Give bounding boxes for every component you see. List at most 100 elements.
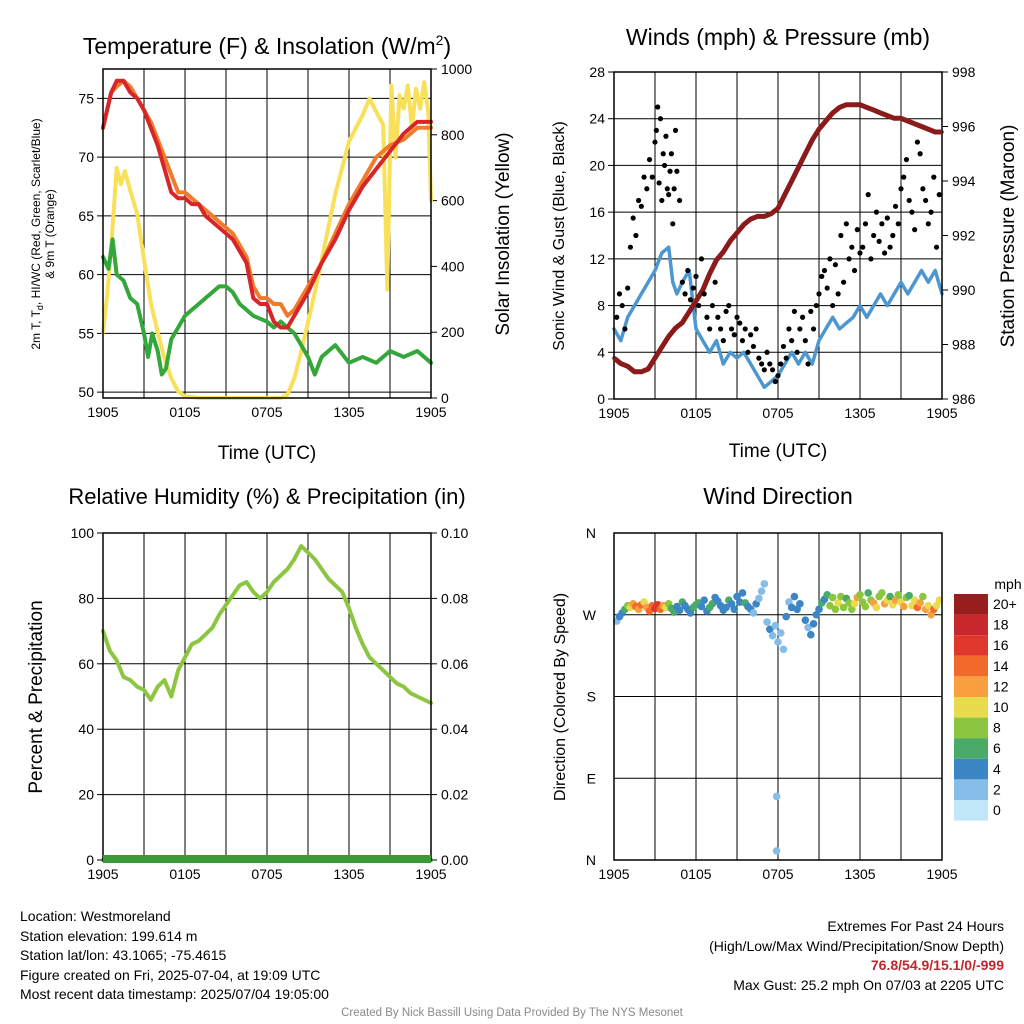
gust-point bbox=[912, 227, 918, 233]
y-tick-label: 40 bbox=[78, 721, 94, 737]
y-axis-label: 2m T, Td, HI/WC (Red, Green, Scarlet/Blu… bbox=[29, 118, 45, 349]
plot-frame bbox=[613, 71, 943, 400]
gust-point bbox=[819, 273, 825, 279]
x-axis-label: Time (UTC) bbox=[729, 441, 828, 462]
y2-tick-label: 800 bbox=[441, 127, 465, 143]
y-axis-label: Direction (Colored By Speed) bbox=[552, 593, 569, 801]
direction-point bbox=[738, 589, 747, 597]
direction-point bbox=[772, 792, 781, 801]
y-tick-label: 28 bbox=[589, 64, 605, 80]
gust-point bbox=[923, 197, 929, 204]
gust-point bbox=[659, 197, 665, 204]
direction-point bbox=[790, 592, 799, 601]
gust-point bbox=[737, 320, 743, 326]
gust-point bbox=[644, 186, 650, 192]
y-tick-label: 70 bbox=[78, 149, 94, 165]
legend-swatch bbox=[954, 800, 988, 821]
y2-tick-label: 0.10 bbox=[441, 525, 468, 541]
legend-swatch bbox=[954, 697, 988, 718]
y-axis-label-2: & 9m T (Orange) bbox=[43, 189, 57, 279]
gust-point bbox=[791, 308, 798, 315]
chart-title-wind: Winds (mph) & Pressure (mb) bbox=[626, 24, 930, 50]
gust-point bbox=[638, 203, 644, 209]
y2-axis-label: Solar Insolation (Yellow) bbox=[493, 132, 514, 335]
direction-point bbox=[924, 601, 933, 610]
direction-point bbox=[809, 620, 818, 628]
gust-point bbox=[882, 250, 888, 256]
x-tick-label: 1905 bbox=[598, 866, 629, 882]
y2-tick-label: 0.04 bbox=[441, 721, 468, 737]
direction-point bbox=[755, 594, 763, 603]
y-tick-label: 24 bbox=[589, 111, 605, 127]
gust-point bbox=[843, 221, 849, 227]
gust-point bbox=[616, 291, 623, 297]
gust-point bbox=[805, 361, 811, 367]
direction-point bbox=[697, 602, 706, 611]
direction-point bbox=[826, 601, 834, 610]
gust-point bbox=[682, 291, 688, 297]
gust-point bbox=[876, 238, 882, 244]
legend-swatch bbox=[954, 779, 988, 800]
y-tick-label: 65 bbox=[78, 208, 94, 224]
gust-point bbox=[655, 104, 661, 110]
legend-label: 10 bbox=[993, 699, 1009, 715]
gust-point bbox=[936, 192, 942, 198]
gust-point bbox=[685, 267, 691, 274]
gust-point bbox=[857, 250, 863, 256]
gust-point bbox=[871, 232, 877, 239]
gust-point bbox=[824, 285, 830, 291]
gust-point bbox=[750, 343, 757, 350]
credit-text: Created By Nick Bassill Using Data Provi… bbox=[341, 1007, 683, 1019]
gust-point bbox=[704, 314, 710, 320]
gust-point bbox=[887, 244, 893, 250]
direction-point bbox=[760, 580, 769, 588]
x-tick-label: 0105 bbox=[169, 404, 200, 420]
legend-label: 8 bbox=[993, 720, 1001, 736]
direction-point bbox=[730, 605, 739, 614]
gust-point bbox=[663, 133, 669, 139]
gust-point bbox=[772, 378, 778, 385]
gust-point bbox=[846, 256, 852, 262]
gust-point bbox=[906, 197, 912, 204]
legend-swatch bbox=[954, 594, 988, 615]
direction-point bbox=[722, 603, 730, 612]
created-text: Figure created on Fri, 2025-07-04, at 19… bbox=[20, 966, 321, 983]
gust-point bbox=[783, 355, 789, 361]
gust-point bbox=[838, 232, 844, 239]
gust-point bbox=[849, 244, 855, 250]
direction-point bbox=[864, 589, 872, 597]
gust-point bbox=[670, 221, 676, 227]
direction-point bbox=[919, 592, 927, 601]
gust-point bbox=[890, 232, 896, 239]
y2-tick-label: 988 bbox=[952, 337, 976, 353]
direction-point bbox=[772, 847, 781, 855]
y2-tick-label: 200 bbox=[441, 324, 465, 340]
chart-dir bbox=[612, 532, 988, 861]
gust-point bbox=[627, 244, 634, 250]
extremes-title: Extremes For Past 24 Hours bbox=[827, 918, 1004, 934]
gust-point bbox=[712, 279, 718, 285]
y2-tick-label: 996 bbox=[952, 119, 976, 135]
gust-point bbox=[753, 326, 759, 332]
gust-point bbox=[851, 267, 858, 274]
x-tick-label: 1305 bbox=[333, 866, 364, 882]
y-tick-label: 55 bbox=[78, 325, 94, 341]
series-line-1 bbox=[101, 237, 433, 377]
y2-tick-label: 986 bbox=[952, 391, 976, 407]
y2-tick-label: 0.06 bbox=[441, 656, 468, 672]
y2-tick-label: 0 bbox=[441, 390, 449, 406]
gust-point bbox=[860, 244, 866, 250]
direction-point bbox=[774, 638, 782, 646]
direction-point bbox=[768, 631, 777, 640]
max-gust-text: Max Gust: 25.2 mph On 07/03 at 2205 UTC bbox=[733, 976, 1004, 993]
gust-point bbox=[687, 297, 694, 303]
gust-point bbox=[707, 326, 713, 332]
legend-label: 0 bbox=[993, 802, 1001, 818]
gust-point bbox=[808, 308, 814, 315]
title-end: ) bbox=[443, 33, 451, 59]
y-tick-label: N bbox=[586, 525, 596, 541]
gust-point bbox=[656, 180, 662, 186]
gust-point bbox=[813, 302, 819, 309]
gust-point bbox=[797, 326, 803, 332]
y-tick-label: 75 bbox=[78, 90, 94, 106]
